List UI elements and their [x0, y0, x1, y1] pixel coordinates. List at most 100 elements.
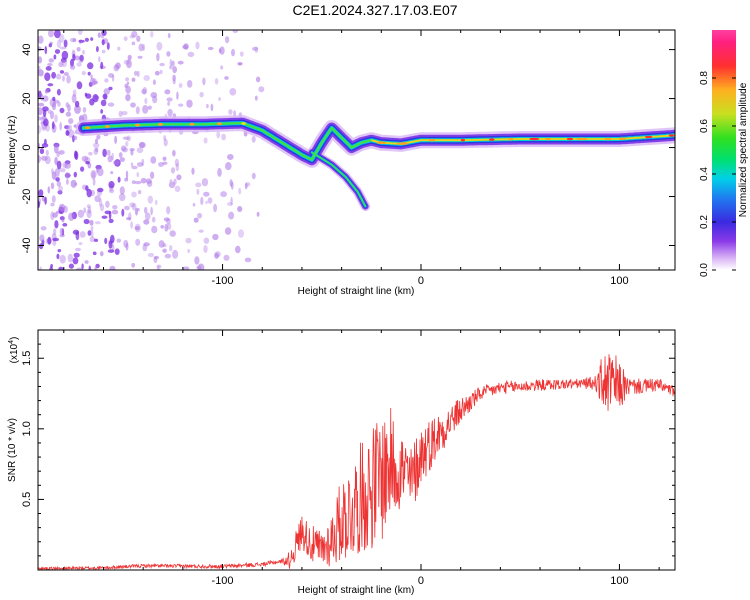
spectrogram-noise-mark	[76, 267, 83, 270]
spectrogram-noise-mark	[38, 116, 42, 121]
spectrogram-noise-mark	[59, 107, 65, 114]
spectrogram-noise-mark	[130, 221, 133, 229]
spectrogram-noise-mark	[106, 42, 110, 50]
spectrogram-noise-mark	[158, 240, 165, 248]
spectrogram-noise-mark	[114, 159, 121, 167]
spectrogram-noise-mark	[127, 54, 132, 61]
spectrogram-noise-mark	[86, 209, 92, 219]
spectrogram-noise-mark	[77, 30, 83, 35]
spectrogram-noise-mark	[55, 177, 60, 182]
chart-title: C2E1.2024.327.17.03.E07	[292, 2, 457, 18]
spectrogram-noise-mark	[76, 81, 83, 90]
snr-panel: -100 0 100 0.5 1.0 1.5 (x104) Height of strai…	[7, 329, 676, 596]
spectrogram-noise-mark	[122, 136, 130, 140]
spectrogram-noise-mark	[174, 158, 179, 167]
spectrogram-noise-mark	[214, 78, 219, 85]
spectrogram-noise-mark	[159, 62, 165, 67]
spectrogram-noise-mark	[166, 97, 173, 102]
spectrogram-noise-mark	[238, 229, 244, 238]
spectrogram-panel: -100 0 100 -40 -20 0 20 40 Height of straight l…	[7, 29, 676, 297]
spectrogram-noise-mark	[203, 191, 210, 197]
spectrogram-noise-mark	[237, 62, 243, 66]
spectrogram-noise-mark	[72, 53, 76, 62]
spectrogram-noise-mark	[229, 88, 237, 96]
snr-frame	[37, 329, 676, 571]
spectrogram-ridge-peak	[189, 122, 195, 126]
spectrogram-ridge-peak	[216, 122, 222, 126]
spectrogram-noise-mark	[134, 226, 140, 231]
spectrogram-ridge-peak	[104, 125, 110, 128]
spectrogram-noise-mark	[135, 238, 141, 246]
spectrogram-ridge-peak	[135, 123, 140, 127]
spectrogram-noise-mark	[255, 76, 261, 83]
spectrogram-noise-mark	[244, 182, 248, 190]
spectrogram-noise-mark	[176, 174, 182, 181]
spectrogram-noise-mark	[54, 49, 61, 54]
spectrogram-y-tick-label: -20	[21, 189, 33, 205]
spectrogram-noise-mark	[38, 125, 41, 134]
spectrogram-noise-mark	[142, 105, 149, 114]
spectrogram-noise-mark	[111, 209, 119, 215]
spectrogram-noise-mark	[85, 161, 90, 165]
spectrogram-noise-mark	[52, 212, 58, 218]
spectrogram-noise-mark	[108, 188, 115, 194]
spectrogram-noise-mark	[108, 240, 113, 249]
spectrogram-noise-mark	[40, 226, 47, 231]
spectrogram-noise-mark	[252, 46, 259, 51]
spectrogram-noise-mark	[95, 221, 101, 225]
spectrogram-noise-mark	[90, 230, 94, 238]
colorbar-ticks: 0.0 0.2 0.4 0.6 0.8	[699, 71, 736, 277]
spectrogram-noise-mark	[119, 157, 126, 163]
spectrogram-noise-mark	[102, 93, 108, 100]
spectrogram-noise-mark	[200, 196, 204, 206]
spectrogram-noise-mark	[187, 80, 193, 88]
spectrogram-noise-mark	[107, 249, 115, 253]
spectrogram-noise-mark	[74, 105, 81, 114]
spectrogram-noise-mark	[100, 251, 104, 257]
colorbar-label: Normalized spectral amplitude	[738, 82, 749, 217]
spectrogram-noise-mark	[41, 155, 48, 161]
spectrogram-ridge-peak	[545, 137, 551, 141]
spectrogram-noise-mark	[126, 59, 132, 69]
spectrogram-noise-mark	[54, 156, 58, 166]
spectrogram-noise-mark	[108, 73, 114, 78]
spectrogram-noise-mark	[121, 147, 128, 153]
spectrogram-noise-mark	[164, 89, 171, 95]
spectrogram-noise-mark	[219, 46, 225, 55]
spectrogram-noise-mark	[109, 265, 116, 270]
spectrogram-noise-mark	[198, 229, 204, 233]
spectrogram-noise-mark	[52, 240, 57, 246]
snr-x-tick-label: -100	[212, 575, 234, 587]
snr-scale-label: (x104)	[8, 337, 20, 364]
spectrogram-noise-mark	[118, 152, 123, 158]
spectrogram-noise-mark	[167, 223, 172, 230]
spectrogram-noise-mark	[195, 182, 202, 188]
spectrogram-noise-mark	[144, 97, 148, 105]
spectrogram-noise-mark	[76, 47, 81, 52]
spectrogram-noise-mark	[103, 88, 111, 95]
spectrogram-noise-mark	[206, 103, 209, 109]
spectrogram-noise-mark	[129, 34, 135, 39]
spectrogram-noise-mark	[74, 55, 81, 61]
spectrogram-noise-mark	[84, 37, 89, 42]
spectrogram-noise-mark	[147, 195, 153, 204]
spectrogram-noise-mark	[117, 46, 121, 51]
spectrogram-noise-mark	[197, 212, 203, 219]
spectrogram-noise-mark	[81, 155, 89, 162]
spectrogram-noise-mark	[88, 81, 93, 87]
spectrogram-noise-mark	[56, 151, 60, 158]
spectrogram-ridge-peak	[428, 138, 436, 142]
spectrogram-noise-mark	[61, 50, 69, 60]
spectrogram-noise-mark	[245, 182, 251, 187]
spectrogram-noise-mark	[164, 223, 169, 232]
spectrogram-noise-mark	[178, 103, 184, 107]
spectrogram-noise-mark	[205, 200, 208, 205]
spectrogram-noise-mark	[111, 152, 114, 161]
snr-x-tick-label: 100	[610, 575, 628, 587]
spectrogram-noise-mark	[134, 180, 142, 185]
spectrogram-noise-mark	[56, 73, 62, 80]
spectrogram-noise-mark	[162, 161, 168, 165]
spectrogram-noise-mark	[82, 107, 87, 113]
spectrogram-noise-mark	[96, 167, 99, 173]
spectrogram-noise-mark	[44, 196, 47, 205]
